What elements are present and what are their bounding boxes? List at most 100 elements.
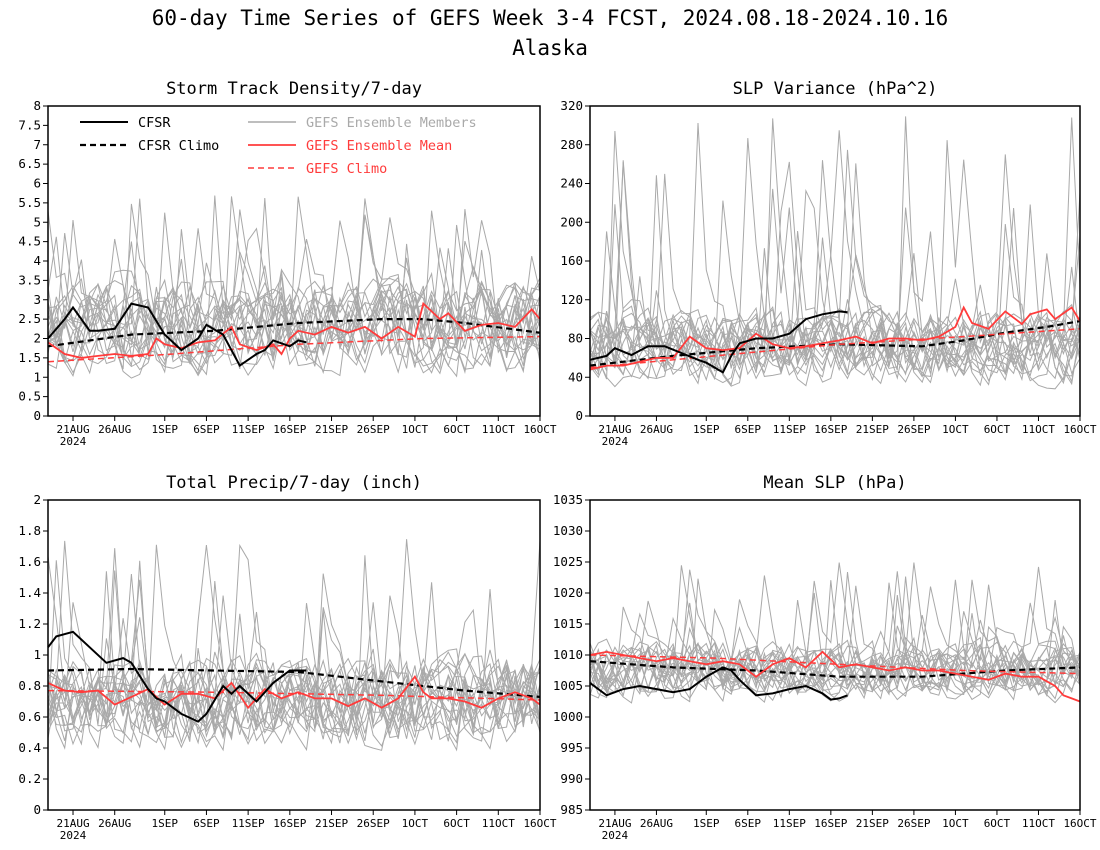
y-tick-label: 1035	[553, 492, 583, 507]
x-tick-label: 26AUG	[98, 423, 131, 436]
y-tick-label: 6	[33, 176, 41, 191]
ensemble-members	[47, 195, 541, 379]
x-tick-label: 1OCT	[402, 817, 429, 830]
y-tick-label: 160	[560, 253, 583, 268]
figure-title: 60-day Time Series of GEFS Week 3-4 FCST…	[151, 6, 949, 30]
series-gefs-mean	[589, 305, 1081, 371]
ensemble-member-line	[589, 154, 1081, 386]
x-tick-label: 16OCT	[1063, 423, 1096, 436]
y-tick-label: 120	[560, 292, 583, 307]
series-gefs-climo	[47, 689, 541, 701]
y-tick-label: 1	[33, 369, 41, 384]
ensemble-member-line	[47, 265, 541, 379]
ensemble-member-line	[47, 224, 541, 372]
panel-title: SLP Variance (hPa^2)	[733, 79, 938, 99]
x-year-label: 2024	[602, 435, 629, 448]
series-cfsr-climo	[47, 667, 541, 698]
x-tick-label: 16SEP	[273, 423, 306, 436]
x-tick-label: 16OCT	[1063, 817, 1096, 830]
y-tick-label: 80	[568, 331, 583, 346]
x-tick-label: 1OCT	[402, 423, 429, 436]
y-tick-label: 240	[560, 176, 583, 191]
y-tick-label: 1015	[553, 616, 583, 631]
x-tick-label: 1SEP	[693, 817, 720, 830]
x-tick-label: 11SEP	[773, 423, 806, 436]
series-cfsr	[589, 666, 848, 701]
series-gefs-mean	[589, 650, 1081, 703]
y-tick-label: 8	[33, 98, 41, 113]
ensemble-member-line	[47, 651, 541, 751]
y-tick-label: 5	[33, 214, 41, 229]
x-tick-label: 21AUG	[56, 817, 89, 830]
panel-2: SLP Variance (hPa^2) 0 40 80 120 160 200 240 280…	[560, 79, 1097, 448]
series-gefs-mean	[47, 675, 541, 710]
x-tick-label: 11SEP	[232, 423, 265, 436]
ensemble-member-line	[589, 140, 1081, 384]
x-tick-label: 26AUG	[640, 423, 673, 436]
ensemble-member-line	[47, 217, 541, 378]
series-gefs-climo	[589, 654, 1081, 675]
ensemble-member-line	[589, 571, 1081, 696]
ensemble-member-line	[47, 286, 541, 375]
x-tick-label: 26SEP	[357, 423, 390, 436]
x-tick-label: 26AUG	[98, 817, 131, 830]
ensemble-member-line	[589, 572, 1081, 698]
x-tick-label: 16SEP	[814, 423, 847, 436]
series-cfsr-climo	[589, 660, 1081, 678]
y-tick-label: 0	[575, 408, 583, 423]
panel-title: Mean SLP (hPa)	[763, 473, 906, 493]
x-tick-label: 6OCT	[443, 817, 470, 830]
ensemble-member-line	[47, 197, 541, 378]
ensemble-member-line	[47, 603, 541, 746]
x-tick-label: 16OCT	[523, 817, 556, 830]
x-tick-label: 26SEP	[897, 423, 930, 436]
y-tick-label: 0.5	[18, 389, 41, 404]
x-tick-label: 21AUG	[598, 423, 631, 436]
x-tick-label: 16SEP	[273, 817, 306, 830]
legend-label-cfsr-climo: CFSR Climo	[138, 138, 219, 154]
ensemble-member-line	[47, 196, 541, 374]
y-tick-label: 1020	[553, 585, 583, 600]
x-tick-label: 11OCT	[482, 423, 515, 436]
x-tick-label: 6SEP	[193, 817, 220, 830]
y-tick-label: 1010	[553, 647, 583, 662]
legend-label-gefs-members: GEFS Ensemble Members	[306, 115, 477, 131]
series-cfsr	[47, 630, 307, 723]
ensemble-member-line	[589, 116, 1081, 387]
series-cfsr-climo	[589, 320, 1081, 367]
x-tick-label: 11OCT	[1022, 817, 1055, 830]
legend-label-gefs-mean: GEFS Ensemble Mean	[306, 138, 452, 154]
legend-label-cfsr: CFSR	[138, 115, 171, 131]
x-tick-label: 21AUG	[598, 817, 631, 830]
ensemble-member-line	[47, 209, 541, 374]
y-tick-label: 4	[33, 253, 41, 268]
x-tick-label: 21SEP	[315, 423, 348, 436]
x-tick-label: 1SEP	[151, 817, 178, 830]
ensemble-member-line	[589, 639, 1081, 704]
x-tick-label: 11SEP	[232, 817, 265, 830]
panel-4: Mean SLP (hPa) 985 990 995 1000 1005 1010 1015 1…	[553, 473, 1097, 842]
x-tick-label: 11SEP	[773, 817, 806, 830]
x-tick-label: 26AUG	[640, 817, 673, 830]
y-tick-label: 0	[33, 802, 41, 817]
x-tick-label: 6OCT	[984, 423, 1011, 436]
y-tick-label: 40	[568, 369, 583, 384]
series-gefs-climo	[589, 328, 1081, 369]
y-tick-label: 1025	[553, 554, 583, 569]
y-tick-label: 0	[33, 408, 41, 423]
panel-title: Total Precip/7-day (inch)	[166, 473, 422, 493]
ensemble-member-line	[589, 600, 1081, 701]
y-tick-label: 4.5	[18, 234, 41, 249]
y-tick-label: 6.5	[18, 156, 41, 171]
y-tick-label: 7.5	[18, 117, 41, 132]
y-tick-label: 1030	[553, 523, 583, 538]
y-tick-label: 3	[33, 292, 41, 307]
x-tick-label: 6SEP	[735, 423, 762, 436]
y-tick-label: 1.8	[18, 523, 41, 538]
y-tick-label: 1005	[553, 678, 583, 693]
ensemble-member-line	[47, 574, 541, 745]
ensemble-member-line	[47, 544, 541, 745]
ensemble-member-line	[589, 600, 1081, 696]
y-tick-label: 7	[33, 137, 41, 152]
